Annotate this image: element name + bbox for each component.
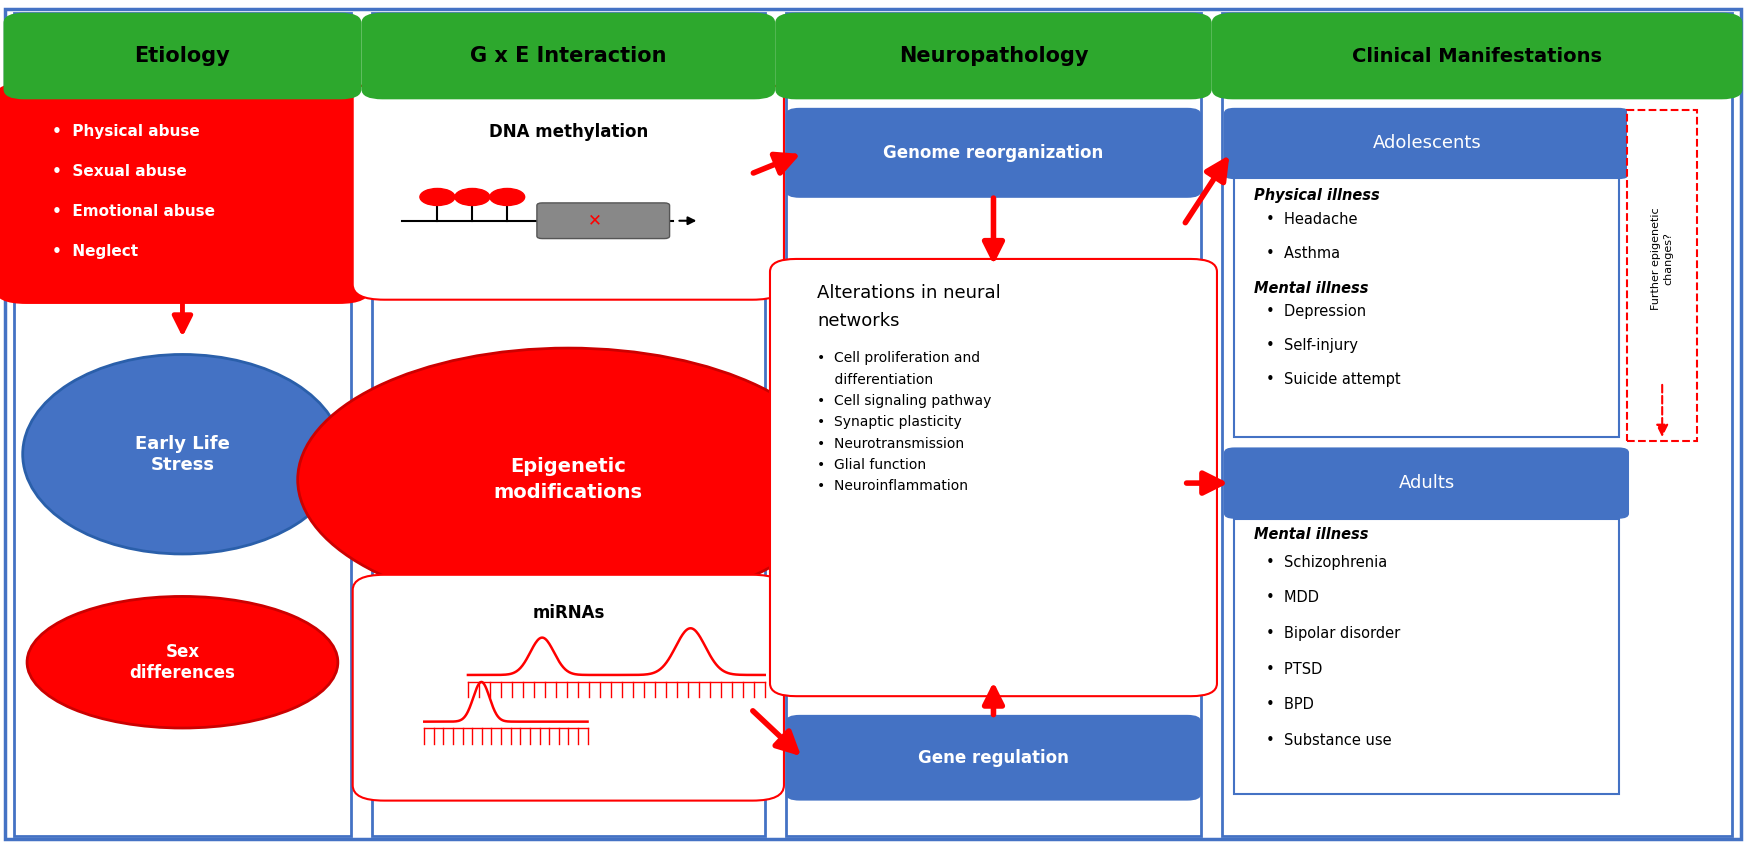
Text: DNA methylation: DNA methylation	[489, 122, 648, 141]
Text: •  Cell proliferation and: • Cell proliferation and	[817, 351, 980, 365]
Text: Neuropathology: Neuropathology	[899, 46, 1088, 66]
FancyBboxPatch shape	[1627, 110, 1697, 441]
Text: Genome reorganization: Genome reorganization	[883, 143, 1103, 162]
Text: Gene regulation: Gene regulation	[918, 749, 1069, 767]
Ellipse shape	[23, 355, 342, 554]
Text: •  Asthma: • Asthma	[1266, 245, 1339, 261]
Text: G x E Interaction: G x E Interaction	[470, 46, 667, 66]
Text: Mental illness: Mental illness	[1254, 527, 1369, 543]
Text: •  Headache: • Headache	[1266, 211, 1357, 227]
Text: miRNAs: miRNAs	[533, 604, 604, 622]
Text: •  Synaptic plasticity: • Synaptic plasticity	[817, 415, 962, 429]
Text: •  MDD: • MDD	[1266, 590, 1318, 605]
Text: •  Sexual abuse: • Sexual abuse	[52, 164, 187, 179]
Text: Adolescents: Adolescents	[1372, 134, 1482, 153]
Text: •  Neurotransmission: • Neurotransmission	[817, 437, 964, 451]
Text: •  Physical abuse: • Physical abuse	[52, 124, 201, 139]
Ellipse shape	[28, 596, 339, 728]
Text: Alterations in neural: Alterations in neural	[817, 284, 1000, 302]
FancyBboxPatch shape	[1224, 108, 1629, 179]
Text: •  Schizophrenia: • Schizophrenia	[1266, 554, 1386, 570]
FancyBboxPatch shape	[353, 82, 784, 300]
Text: differentiation: differentiation	[817, 373, 934, 386]
Text: •  Glial function: • Glial function	[817, 458, 925, 472]
Text: •  Self-injury: • Self-injury	[1266, 338, 1358, 353]
Text: •  Bipolar disorder: • Bipolar disorder	[1266, 626, 1400, 641]
Text: Mental illness: Mental illness	[1254, 281, 1369, 296]
FancyBboxPatch shape	[775, 13, 1212, 99]
Text: Adults: Adults	[1399, 474, 1456, 492]
FancyBboxPatch shape	[14, 13, 351, 836]
Text: ✕: ✕	[588, 211, 601, 229]
FancyBboxPatch shape	[536, 203, 669, 239]
Circle shape	[419, 188, 454, 205]
FancyBboxPatch shape	[1234, 178, 1619, 437]
FancyBboxPatch shape	[353, 575, 784, 801]
Text: networks: networks	[817, 312, 899, 330]
Text: •  PTSD: • PTSD	[1266, 661, 1322, 677]
FancyBboxPatch shape	[1222, 13, 1732, 836]
FancyBboxPatch shape	[786, 715, 1201, 801]
Text: •  Cell signaling pathway: • Cell signaling pathway	[817, 394, 992, 408]
Text: •  BPD: • BPD	[1266, 697, 1313, 712]
FancyBboxPatch shape	[1224, 447, 1629, 519]
FancyBboxPatch shape	[786, 108, 1201, 198]
Text: •  Suicide attempt: • Suicide attempt	[1266, 372, 1400, 387]
Text: Etiology: Etiology	[134, 46, 230, 66]
FancyBboxPatch shape	[1234, 519, 1619, 794]
FancyBboxPatch shape	[361, 13, 775, 99]
Text: Early Life
Stress: Early Life Stress	[134, 435, 230, 474]
Text: Sex
differences: Sex differences	[129, 643, 236, 682]
Text: •  Depression: • Depression	[1266, 304, 1365, 319]
FancyBboxPatch shape	[372, 13, 765, 836]
Circle shape	[489, 188, 524, 205]
Circle shape	[454, 188, 489, 205]
Text: •  Emotional abuse: • Emotional abuse	[52, 204, 215, 219]
FancyBboxPatch shape	[770, 259, 1217, 696]
FancyBboxPatch shape	[5, 9, 1741, 839]
Text: Epigenetic
modifications: Epigenetic modifications	[494, 457, 643, 503]
FancyBboxPatch shape	[786, 13, 1201, 836]
Text: •  Neglect: • Neglect	[52, 244, 138, 259]
FancyBboxPatch shape	[3, 13, 361, 99]
Text: Further epigenetic
changes?: Further epigenetic changes?	[1650, 208, 1674, 310]
FancyBboxPatch shape	[1212, 13, 1743, 99]
Circle shape	[299, 348, 838, 611]
Text: Clinical Manifestations: Clinical Manifestations	[1351, 47, 1603, 65]
FancyBboxPatch shape	[0, 82, 370, 304]
Text: •  Substance use: • Substance use	[1266, 733, 1392, 748]
Text: •  Neuroinflammation: • Neuroinflammation	[817, 480, 967, 493]
Text: Physical illness: Physical illness	[1254, 188, 1379, 203]
